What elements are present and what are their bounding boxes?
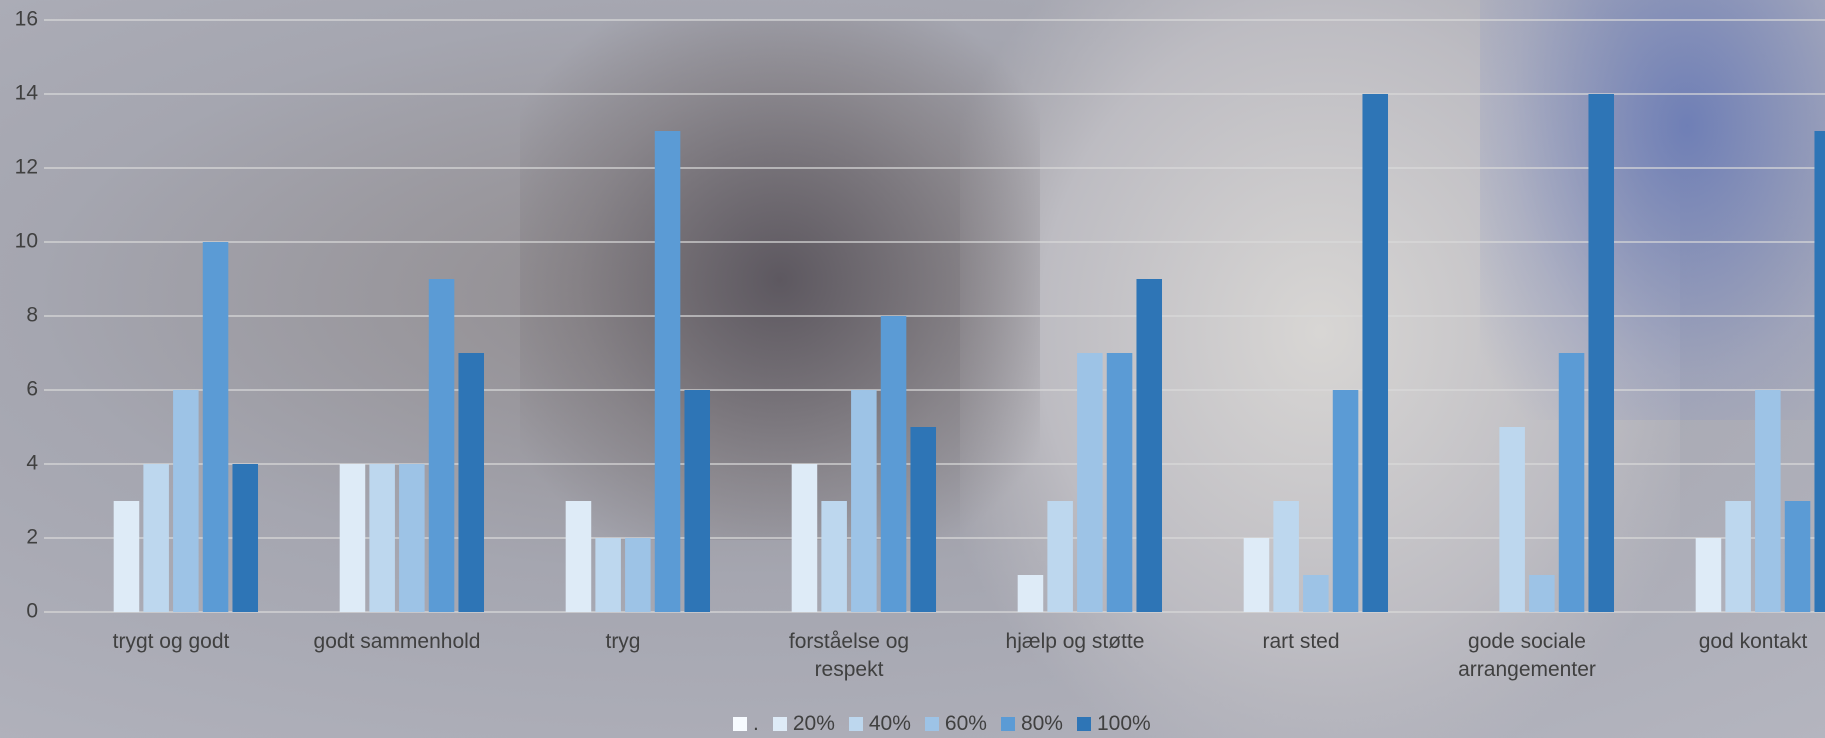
legend-label: 60% (944, 712, 987, 735)
y-tick-label: 0 (26, 600, 38, 623)
bar (1017, 575, 1044, 612)
bar (1077, 353, 1103, 612)
legend-item: 80% (1000, 712, 1063, 736)
bar (1814, 131, 1825, 612)
bar (684, 390, 711, 612)
bar (791, 464, 818, 612)
bar (625, 538, 651, 612)
legend-swatch (1076, 717, 1091, 731)
x-tick-label: hjælp og støtte (1005, 630, 1145, 653)
legend-label: . (753, 712, 759, 735)
bar (910, 427, 937, 612)
legend-swatch (733, 717, 747, 731)
bar (1725, 501, 1751, 612)
y-tick-label: 10 (15, 230, 38, 253)
bar (428, 279, 455, 612)
x-tick-label: trygt og godt (112, 630, 230, 653)
bar (113, 501, 140, 612)
bar (565, 501, 592, 612)
background (1480, 0, 1825, 420)
bar (1047, 501, 1073, 612)
legend-swatch (924, 717, 939, 731)
bar (1784, 501, 1811, 612)
x-tick-label: tryg (605, 630, 641, 653)
legend-swatch (1000, 717, 1015, 731)
legend-item: 20% (772, 712, 835, 736)
bar (821, 501, 847, 612)
bar (173, 390, 199, 612)
legend-swatch (848, 717, 863, 731)
bar (1362, 94, 1389, 612)
bar (369, 464, 395, 612)
bar (1755, 390, 1781, 612)
background (520, 20, 1040, 540)
bar (1558, 353, 1585, 612)
legend-label: 20% (792, 712, 835, 735)
y-tick-label: 12 (15, 156, 38, 179)
bar (654, 131, 681, 612)
legend-item: 100% (1076, 712, 1151, 736)
legend-label: 40% (868, 712, 911, 735)
y-tick-label: 8 (26, 304, 38, 327)
bar (1332, 390, 1359, 612)
legend-item: 60% (924, 712, 987, 736)
bar (880, 316, 907, 612)
bar (1106, 353, 1133, 612)
bar (399, 464, 425, 612)
bar (1499, 427, 1525, 612)
bar (1273, 501, 1299, 612)
y-tick-label: 2 (26, 526, 38, 549)
legend-label: 100% (1096, 712, 1151, 735)
x-tick-label: rart sted (1262, 630, 1340, 653)
bar (1529, 575, 1555, 612)
y-tick-label: 6 (26, 378, 38, 401)
legend-item: . (733, 712, 759, 736)
legend-item: 40% (848, 712, 911, 736)
bar (851, 390, 877, 612)
bar (232, 464, 259, 612)
bar (1303, 575, 1329, 612)
bar (1588, 94, 1615, 612)
legend: . 20% 40% 60% 80% 100% (733, 712, 1151, 736)
x-tick-label: gode sociale arrangementer (1458, 630, 1596, 681)
x-tick-label: forståelse og respekt (788, 630, 910, 681)
bar (339, 464, 366, 612)
x-tick-label: god kontakt (1698, 630, 1808, 653)
y-tick-label: 14 (15, 82, 39, 105)
bar (1243, 538, 1270, 612)
x-tick-label: godt sammenhold (313, 630, 481, 653)
bar (458, 353, 485, 612)
y-tick-label: 16 (15, 8, 38, 31)
bar (1136, 279, 1163, 612)
bar (143, 464, 169, 612)
legend-label: 80% (1020, 712, 1063, 735)
bar (1695, 538, 1722, 612)
legend-swatch (772, 717, 787, 731)
bar (595, 538, 621, 612)
y-tick-label: 4 (26, 452, 38, 475)
bar (202, 242, 229, 612)
